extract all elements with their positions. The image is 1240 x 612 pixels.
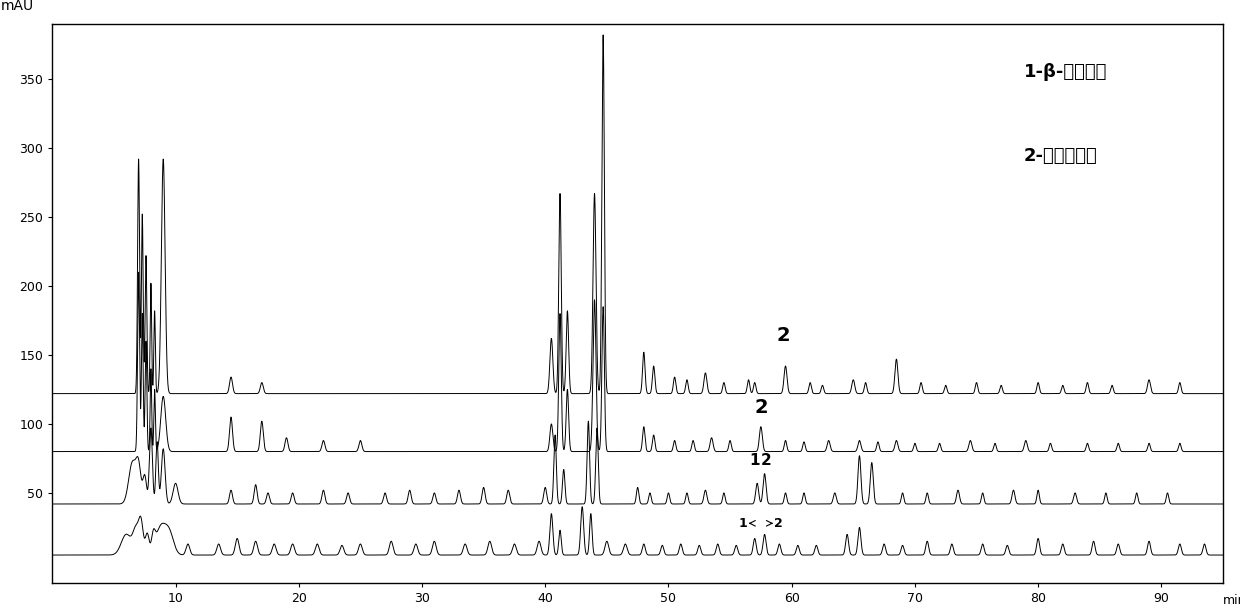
Text: 2: 2 — [775, 517, 784, 530]
X-axis label: min: min — [1223, 594, 1240, 607]
Text: 1: 1 — [739, 517, 748, 530]
Text: 2: 2 — [776, 326, 790, 345]
Y-axis label: mAU: mAU — [1, 0, 33, 13]
Text: 2: 2 — [754, 398, 768, 417]
Text: 1-β-蚪皮甛锐: 1-β-蚪皮甛锐 — [1024, 63, 1107, 81]
Text: 1: 1 — [749, 453, 760, 468]
Text: 2: 2 — [760, 453, 771, 468]
Text: 2-毛蔻花糖苷: 2-毛蔻花糖苷 — [1024, 147, 1097, 165]
